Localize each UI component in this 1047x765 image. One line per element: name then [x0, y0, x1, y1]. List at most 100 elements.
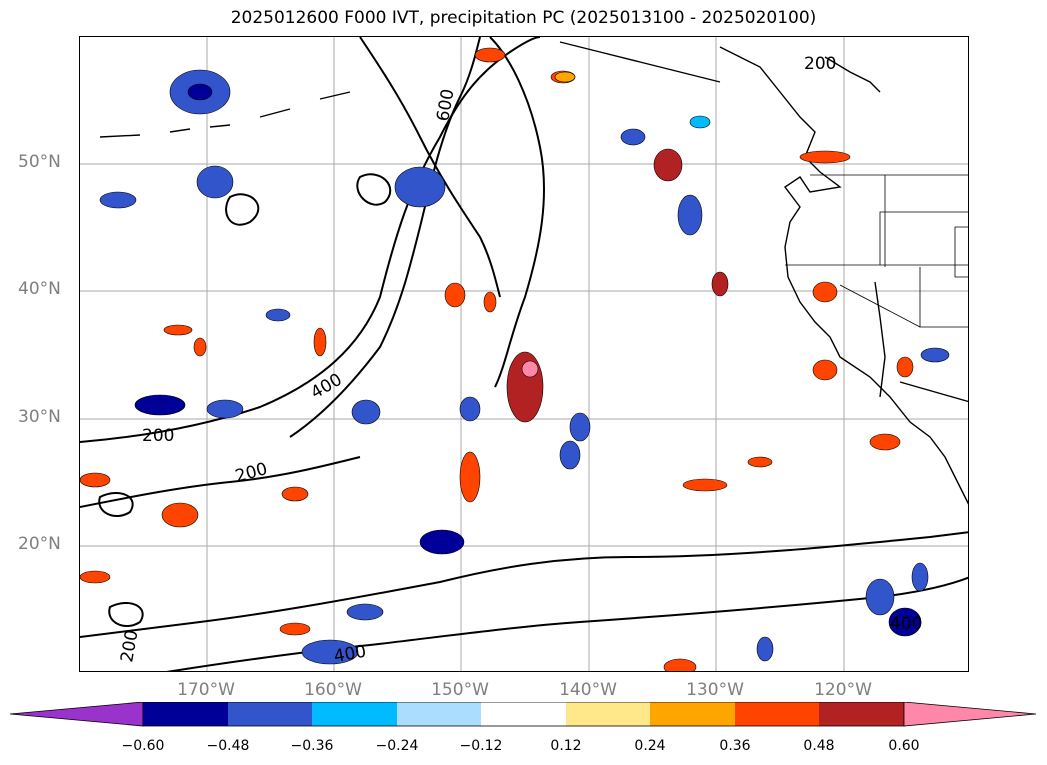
lat-label-20n: 20°N [18, 534, 61, 554]
pos-patch [682, 478, 728, 492]
neg-patch [419, 529, 465, 555]
ivt-contour-200-east [489, 37, 545, 388]
pos-patch [747, 456, 773, 468]
colorbar-bin [566, 702, 650, 726]
pos-patch [444, 282, 466, 308]
neg-patch [865, 578, 895, 616]
contour-label: 200 [117, 628, 142, 663]
neg-patch [346, 603, 384, 621]
colorbar-tick: 0.60 [888, 738, 920, 754]
pos-patch [483, 291, 497, 313]
pos-patch [80, 570, 111, 584]
state-borders [785, 174, 968, 328]
colorbar-bin [312, 702, 397, 726]
colorbar-tick: 0.36 [719, 738, 751, 754]
pos-patch [896, 356, 914, 378]
neg-patch [677, 194, 703, 236]
pos-patch-core [521, 360, 539, 378]
pos-patch [193, 337, 207, 357]
colorbar-bin [143, 702, 228, 726]
lon-label-160w: 160°W [304, 680, 362, 700]
colorbar-tick: 0.48 [803, 738, 835, 754]
lat-label-50n: 50°N [18, 152, 61, 172]
neg-patch [206, 399, 244, 419]
pos-patch [799, 150, 851, 164]
lon-label-140w: 140°W [559, 680, 617, 700]
neg-patch [394, 166, 446, 208]
contour-label: 400 [308, 370, 346, 404]
colorbar-tick: 0.24 [634, 738, 666, 754]
colorbar-tick: 0.12 [550, 738, 582, 754]
colorbar-tick: −0.48 [206, 738, 250, 754]
colorbar-under-arrow [10, 702, 144, 727]
pos-patch [554, 71, 576, 83]
pos-patch [279, 622, 311, 636]
lat-label-30n: 30°N [18, 407, 61, 427]
neg-patch [99, 191, 137, 209]
pos-patch [474, 47, 506, 63]
neg-patch-core [187, 83, 213, 101]
neg-patch [888, 607, 922, 637]
colorbar-tick: −0.12 [459, 738, 503, 754]
colorbar-tick: −0.24 [375, 738, 419, 754]
colorbar-over-arrow [903, 702, 1037, 727]
contour-label: 400 [332, 642, 367, 667]
neg-patch [756, 636, 774, 662]
neg-patch [559, 440, 581, 470]
lat-label-40n: 40°N [18, 279, 61, 299]
lon-label-130w: 130°W [686, 680, 744, 700]
ivt-contour-400-south [166, 576, 968, 671]
neg-patch [911, 562, 929, 592]
neg-patch [196, 165, 234, 199]
colorbar-bin [481, 702, 566, 726]
pos-patch [653, 148, 683, 182]
pos-patch [313, 327, 327, 357]
neg-patch [265, 308, 291, 322]
pos-patch [281, 486, 309, 502]
contour-label: 400 [890, 614, 922, 634]
map-title: 2025012600 F000 IVT, precipitation PC (2… [230, 8, 817, 28]
pos-patch [80, 472, 111, 488]
pos-patch [812, 281, 838, 303]
pos-patch [163, 324, 193, 336]
pos-patch [869, 433, 901, 451]
neg-patch [920, 347, 950, 363]
colorbar-bin [819, 702, 904, 726]
lon-label-170w: 170°W [177, 680, 235, 700]
neg-patch [689, 115, 711, 129]
ivt-contour-200-south [80, 456, 361, 508]
neg-patch [351, 399, 381, 425]
ivt-contour-200-outer [80, 37, 541, 443]
ivt-contour-400 [289, 37, 481, 438]
precip-negative-patches [99, 69, 950, 665]
neg-patch [134, 394, 186, 416]
colorbar-tick: −0.36 [290, 738, 334, 754]
neg-patch [620, 128, 646, 146]
colorbar-bin [397, 702, 481, 726]
colorbar-bin [228, 702, 312, 726]
neg-patch [301, 639, 359, 665]
map-panel: 200 600 400 200 200 200 400 400 [79, 36, 969, 672]
precip-positive-patches [80, 47, 914, 671]
lon-label-150w: 150°W [431, 680, 489, 700]
pos-patch [161, 502, 199, 528]
neg-patch [459, 396, 481, 422]
contour-label: 200 [804, 54, 836, 74]
lon-label-120w: 120°W [814, 680, 872, 700]
ivt-contour-600 [359, 37, 501, 298]
pos-patch [459, 451, 481, 503]
colorbar-tick: −0.60 [121, 738, 165, 754]
pos-patch [812, 359, 838, 381]
contour-label: 200 [142, 426, 174, 446]
coastline [99, 41, 968, 505]
colorbar-bin [735, 702, 819, 726]
contour-label: 200 [233, 459, 270, 487]
contour-label: 600 [433, 87, 458, 122]
map-canvas: 200 600 400 200 200 200 400 400 [80, 37, 968, 671]
ivt-contour-200-far-south [80, 531, 968, 638]
pos-patch [663, 658, 697, 671]
neg-patch [569, 412, 591, 442]
pos-patch [711, 271, 729, 297]
colorbar [10, 702, 1037, 727]
colorbar-bin [650, 702, 735, 726]
